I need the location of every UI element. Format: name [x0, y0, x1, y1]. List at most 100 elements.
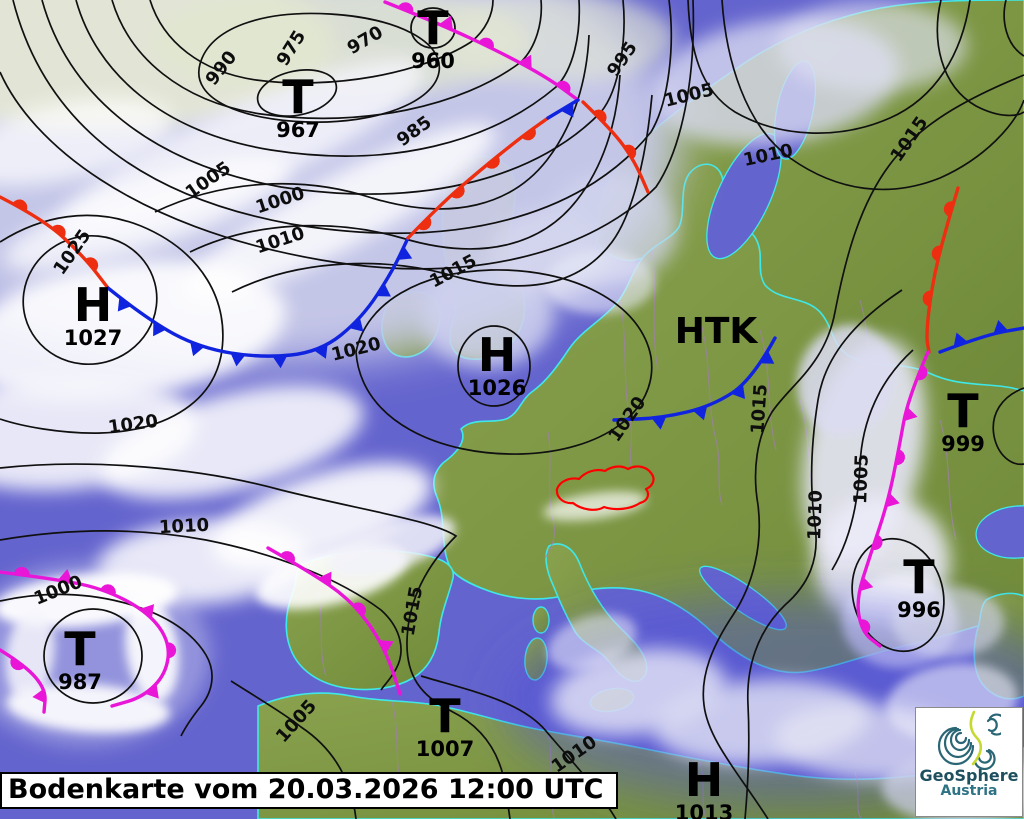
isobar-label: 1010: [804, 490, 827, 541]
front-semicircle: [922, 290, 932, 307]
isobar-line: [936, 0, 1024, 117]
isobar-line: [41, 0, 625, 195]
isobar-line: [111, 0, 543, 120]
front-triangle: [692, 406, 708, 421]
front-cold: [612, 336, 777, 422]
pressure-center-H1013: H: [685, 753, 724, 807]
caption-text: Bodenkarte vom 20.03.2026 12:00 UTC: [8, 773, 604, 805]
isobar-ring: [256, 69, 338, 117]
front-triangle: [230, 353, 246, 367]
front-triangle: [993, 320, 1009, 334]
pressure-value: 999: [941, 432, 985, 456]
front-semicircle: [858, 619, 871, 635]
front-semicircle: [398, 2, 414, 14]
pressure-value: 996: [897, 598, 941, 622]
isobar-ring: [410, 7, 456, 49]
front-semicircle: [916, 364, 928, 381]
front-triangle: [397, 246, 413, 260]
isobar-ring: [457, 325, 531, 407]
isobar-line: [355, 269, 653, 455]
pressure-value: 987: [58, 670, 102, 694]
isobar-line: [75, 0, 581, 157]
front-occluded: [266, 546, 402, 696]
front-triangle: [953, 332, 968, 347]
geosphere-logo: GeoSphere Austria: [915, 707, 1023, 817]
front-semicircle: [895, 449, 905, 465]
front-semicircle: [872, 534, 883, 551]
isobar-line: [702, 74, 1024, 819]
front-triangle: [153, 321, 167, 337]
front-triangle: [145, 684, 159, 699]
front-semicircle: [943, 201, 954, 217]
pressure-center-T996: T: [903, 550, 935, 604]
isobar-line: [189, 74, 621, 253]
isobar-line: [744, 289, 903, 819]
pressure-value: 1026: [468, 376, 526, 400]
front-semicircle: [521, 127, 536, 141]
front-semicircle: [352, 602, 366, 617]
isobar-line: [721, 0, 1024, 191]
isobar-line: [0, 593, 213, 737]
isobar-ring: [22, 234, 158, 366]
isobar-line: [992, 387, 1024, 466]
logo-name: GeoSphere: [919, 766, 1019, 785]
front-warm: [925, 186, 960, 354]
pressure-value: 1027: [64, 326, 122, 350]
pressure-value: 960: [411, 49, 455, 73]
front-triangle: [57, 569, 73, 583]
front-semicircle: [485, 155, 500, 169]
pressure-center-H1027: H: [74, 278, 113, 332]
pressure-center-T967: T: [282, 70, 314, 124]
front-semicircle: [12, 199, 28, 212]
front-triangle: [439, 15, 453, 31]
isobar-line: [12, 0, 673, 234]
isobar-label: 1010: [158, 515, 209, 539]
front-semicircle: [417, 216, 432, 231]
logo-country: Austria: [940, 783, 998, 799]
isobar-line: [0, 0, 695, 270]
fronts: [0, 0, 1024, 714]
pressure-center-T999: T: [947, 384, 979, 438]
front-triangle: [379, 640, 394, 654]
front-triangle: [272, 355, 288, 369]
front-semicircle: [100, 584, 116, 596]
pressure-value: 1013: [675, 801, 733, 819]
front-triangle: [140, 604, 155, 619]
front-semicircle: [85, 257, 99, 272]
isobar-label: 1005: [850, 454, 873, 505]
geosphere-swirl-icon: [937, 710, 1001, 770]
isobar-line: [197, 12, 441, 123]
front-semicircle: [623, 144, 637, 160]
front-semicircle: [931, 245, 942, 262]
austria-outline: [555, 465, 655, 511]
front-cold: [106, 236, 410, 358]
isobar-ring: [851, 537, 945, 653]
front-semicircle: [167, 642, 177, 659]
isobar-ring: [43, 608, 143, 704]
front-triangle: [859, 576, 874, 592]
isobar-line: [231, 94, 653, 293]
isobar-line: [0, 463, 511, 819]
front-warm: [0, 195, 110, 290]
caption-bar: Bodenkarte vom 20.03.2026 12:00 UTC: [0, 771, 618, 809]
front-warm: [406, 116, 550, 240]
pressure-center-T960: T: [417, 1, 449, 55]
pressure-center-T987: T: [64, 622, 96, 676]
front-semicircle: [556, 80, 571, 94]
pressure-center-T1007: T: [429, 689, 461, 743]
front-triangle: [651, 416, 667, 430]
front-triangle: [560, 102, 574, 118]
isobar-line: [149, 0, 494, 84]
annotation-label: HTK: [675, 311, 759, 352]
front-semicircle: [593, 109, 607, 124]
front-semicircle: [478, 37, 494, 50]
front-triangle: [518, 54, 532, 70]
front-occluded: [856, 350, 930, 648]
front-triangle: [349, 317, 364, 332]
pressure-center-H1026: H: [478, 328, 517, 382]
front-triangle: [376, 283, 391, 297]
